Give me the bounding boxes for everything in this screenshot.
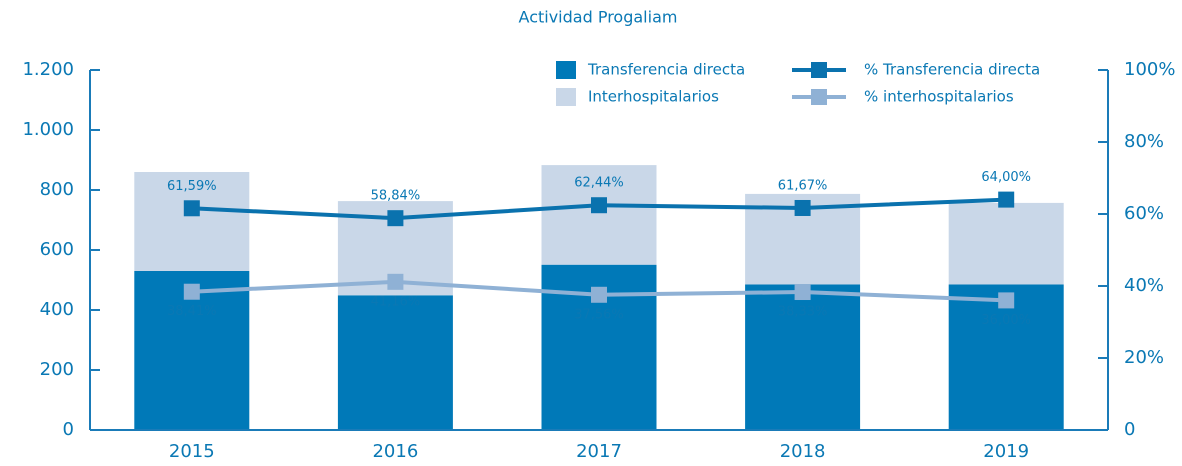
x-tick-label: 2018 (780, 441, 826, 462)
data-label: 36,00% (981, 313, 1031, 328)
marker (183, 283, 200, 300)
data-label: 61,67% (778, 178, 828, 193)
bar (337, 295, 453, 430)
legend-label: Transferencia directa (587, 61, 745, 79)
bar (948, 202, 1064, 285)
marker (591, 286, 607, 303)
x-tick-label: 2019 (983, 441, 1029, 462)
marker (794, 284, 811, 301)
data-label: 58,84% (371, 189, 421, 204)
marker (591, 197, 607, 214)
legend-marker (811, 62, 827, 78)
data-label: 62,44% (574, 176, 624, 191)
y2-tick-label: 20% (1124, 347, 1164, 368)
x-tick-label: 2015 (169, 441, 215, 462)
y-tick-label: 200 (40, 359, 74, 380)
marker (183, 200, 200, 217)
y2-tick-label: 60% (1124, 203, 1164, 224)
y-tick-label: 1.200 (22, 59, 74, 80)
x-tick-label: 2017 (576, 441, 622, 462)
legend-marker (811, 89, 827, 105)
y-tick-label: 0 (63, 419, 74, 440)
marker (998, 292, 1015, 309)
y2-tick-label: 80% (1124, 131, 1164, 152)
legend-label: Interhospitalarios (588, 88, 719, 106)
y2-tick-label: 100% (1124, 59, 1175, 80)
x-tick-label: 2016 (372, 441, 418, 462)
data-label: 38,41% (167, 304, 217, 319)
data-label: 41,16% (371, 294, 421, 309)
bar (134, 172, 250, 271)
chart-title: Actividad Progaliam (519, 8, 678, 27)
y-tick-label: 600 (40, 239, 74, 260)
marker (794, 199, 811, 216)
legend-swatch (556, 61, 576, 79)
legend-label: % Transferencia directa (864, 61, 1040, 79)
legend-label: % interhospitalarios (864, 88, 1014, 106)
data-label: 61,59% (167, 179, 217, 194)
data-label: 37,56% (574, 307, 624, 322)
legend-swatch (556, 88, 576, 106)
bar (541, 165, 657, 265)
y-tick-label: 400 (40, 299, 74, 320)
data-label: 64,00% (981, 170, 1031, 185)
data-label: 38,33% (778, 305, 828, 320)
y2-tick-label: 0 (1124, 419, 1135, 440)
y-tick-label: 800 (40, 179, 74, 200)
marker (998, 191, 1015, 208)
y-tick-label: 1.000 (22, 119, 74, 140)
y2-tick-label: 40% (1124, 275, 1164, 296)
bar (745, 284, 861, 430)
marker (387, 210, 404, 227)
bar (948, 284, 1064, 430)
marker (387, 273, 404, 290)
